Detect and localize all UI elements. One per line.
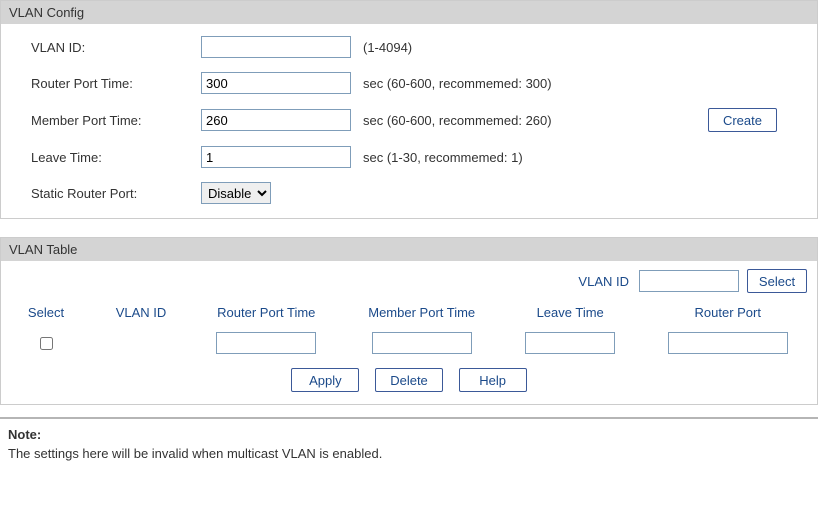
col-router-port: Router Port [639, 299, 818, 328]
vlan-table-search-row: VLAN ID Select [1, 261, 817, 299]
vlan-id-row: VLAN ID: (1-4094) [31, 36, 787, 58]
vlan-search-input[interactable] [639, 270, 739, 292]
vlan-table-buttons: Apply Delete Help [1, 358, 817, 404]
vlan-config-panel: VLAN Config VLAN ID: (1-4094) Router Por… [0, 0, 818, 219]
vlan-table-header-row: Select VLAN ID Router Port Time Member P… [1, 299, 817, 328]
router-port-time-hint: sec (60-600, recommemed: 300) [363, 76, 552, 91]
row-router-port-time-input[interactable] [216, 332, 316, 354]
router-port-time-input[interactable] [201, 72, 351, 94]
col-router-port-time: Router Port Time [191, 299, 342, 328]
help-button[interactable]: Help [459, 368, 527, 392]
leave-time-hint: sec (1-30, recommemed: 1) [363, 150, 523, 165]
note-section: Note: The settings here will be invalid … [0, 427, 818, 471]
create-button[interactable]: Create [708, 108, 777, 132]
note-title: Note: [8, 427, 810, 442]
leave-time-input[interactable] [201, 146, 351, 168]
separator [0, 417, 818, 419]
vlan-config-title: VLAN Config [1, 1, 817, 24]
vlan-id-label: VLAN ID: [31, 40, 201, 55]
vlan-search-label: VLAN ID [578, 274, 629, 289]
col-select: Select [1, 299, 91, 328]
select-button[interactable]: Select [747, 269, 807, 293]
apply-button[interactable]: Apply [291, 368, 359, 392]
vlan-table-title: VLAN Table [1, 238, 817, 261]
leave-time-label: Leave Time: [31, 150, 201, 165]
row-select-checkbox[interactable] [40, 337, 53, 350]
table-row [1, 328, 817, 358]
row-leave-time-input[interactable] [525, 332, 615, 354]
row-router-port-input[interactable] [668, 332, 788, 354]
member-port-time-row: Member Port Time: sec (60-600, recommeme… [31, 108, 787, 132]
note-text: The settings here will be invalid when m… [8, 446, 810, 461]
vlan-id-input[interactable] [201, 36, 351, 58]
vlan-table-panel: VLAN Table VLAN ID Select Select VLAN ID… [0, 237, 818, 405]
static-router-port-label: Static Router Port: [31, 186, 201, 201]
col-leave-time: Leave Time [502, 299, 639, 328]
row-vlan-id [91, 328, 191, 358]
leave-time-row: Leave Time: sec (1-30, recommemed: 1) [31, 146, 787, 168]
static-router-port-select[interactable]: Disable Enable [201, 182, 271, 204]
member-port-time-input[interactable] [201, 109, 351, 131]
vlan-config-body: VLAN ID: (1-4094) Router Port Time: sec … [1, 24, 817, 218]
static-router-port-row: Static Router Port: Disable Enable [31, 182, 787, 204]
delete-button[interactable]: Delete [375, 368, 443, 392]
member-port-time-hint: sec (60-600, recommemed: 260) [363, 113, 552, 128]
vlan-id-hint: (1-4094) [363, 40, 412, 55]
vlan-table: Select VLAN ID Router Port Time Member P… [1, 299, 817, 358]
member-port-time-label: Member Port Time: [31, 113, 201, 128]
row-member-port-time-input[interactable] [372, 332, 472, 354]
router-port-time-row: Router Port Time: sec (60-600, recommeme… [31, 72, 787, 94]
router-port-time-label: Router Port Time: [31, 76, 201, 91]
col-vlan-id: VLAN ID [91, 299, 191, 328]
col-member-port-time: Member Port Time [342, 299, 502, 328]
